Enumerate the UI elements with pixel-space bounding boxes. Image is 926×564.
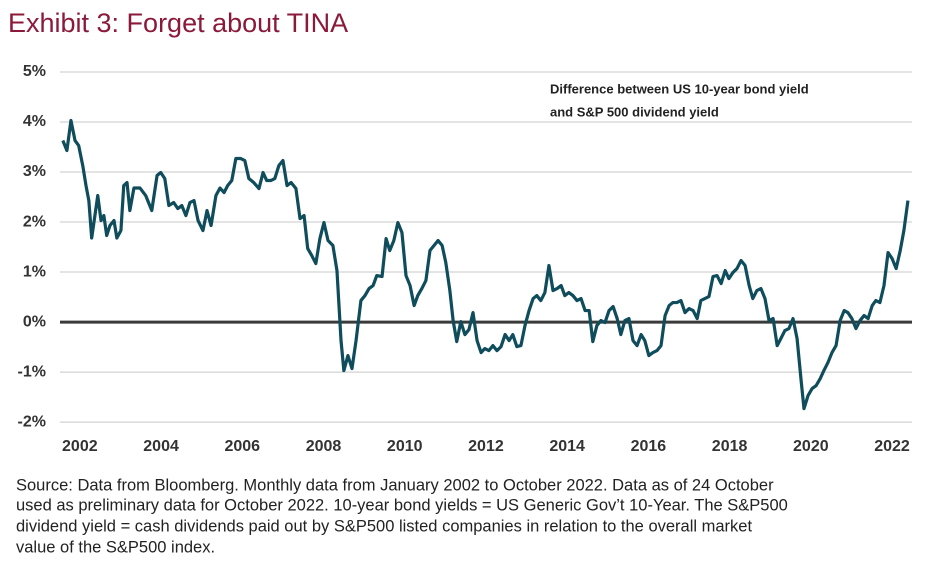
x-tick-label: 2008 (306, 438, 342, 455)
y-tick-label: -2% (18, 413, 46, 430)
data-line (61, 118, 910, 411)
y-tick-label: -1% (18, 363, 46, 380)
x-tick-label: 2016 (631, 438, 667, 455)
y-tick-label: 3% (23, 163, 46, 180)
y-tick-label: 0% (23, 313, 46, 330)
source-note: used as preliminary data for October 202… (16, 496, 788, 514)
x-tick-label: 2018 (712, 438, 748, 455)
annotation: and S&P 500 dividend yield (550, 104, 719, 119)
x-tick-label: 2012 (468, 438, 504, 455)
x-tick-label: 2004 (143, 438, 179, 455)
x-tick-label: 2020 (793, 438, 829, 455)
y-tick-label: 5% (23, 63, 46, 80)
chart-title: Exhibit 3: Forget about TINA (8, 8, 348, 38)
source-note: Source: Data from Bloomberg. Monthly dat… (16, 476, 774, 494)
x-tick-label: 2014 (549, 438, 585, 455)
source-note: dividend yield = cash dividends paid out… (16, 517, 752, 535)
source-note: value of the S&P500 index. (16, 538, 215, 556)
y-tick-label: 2% (23, 213, 46, 230)
y-tick-label: 4% (23, 113, 46, 130)
x-tick-label: 2010 (387, 438, 423, 455)
y-tick-label: 1% (23, 263, 46, 280)
x-tick-label: 2006 (224, 438, 260, 455)
x-tick-label: 2002 (62, 438, 98, 455)
annotation: Difference between US 10-year bond yield (550, 81, 809, 96)
x-tick-label: 2022 (874, 438, 910, 455)
